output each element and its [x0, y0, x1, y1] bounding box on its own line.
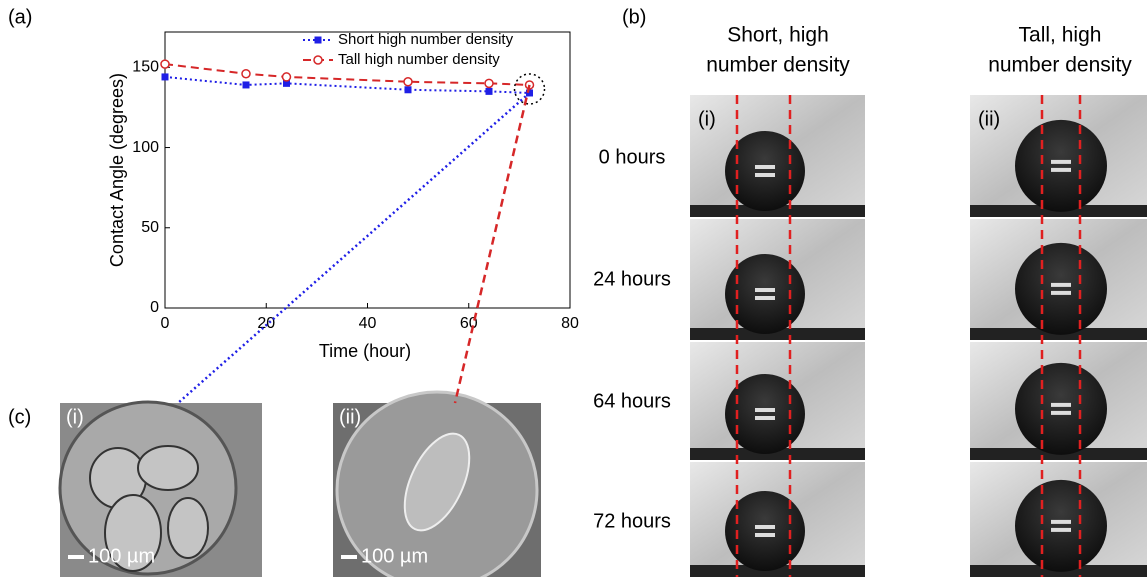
- droplet-photo: [970, 462, 1147, 577]
- reflection: [755, 416, 775, 420]
- droplet: [1015, 363, 1107, 455]
- droplet-photo: [690, 95, 865, 217]
- reflection: [755, 165, 775, 169]
- droplet-photo: [690, 342, 865, 460]
- marker: [162, 73, 169, 80]
- row-label: 0 hours: [599, 146, 666, 168]
- reflection: [1051, 291, 1071, 295]
- y-tick-label: 150: [132, 59, 159, 76]
- y-tick-label: 100: [132, 139, 159, 156]
- scale-bar: [68, 555, 84, 559]
- droplet: [1015, 120, 1107, 212]
- reflection: [1051, 403, 1071, 407]
- droplet: [1015, 243, 1107, 335]
- y-axis-label: Contact Angle (degrees): [107, 73, 127, 267]
- y-tick-label: 50: [141, 219, 159, 236]
- marker: [486, 88, 493, 95]
- droplet-photo: [690, 219, 865, 340]
- marker: [242, 70, 250, 78]
- sem-fragment: [138, 446, 198, 490]
- droplet-photo: [690, 462, 865, 577]
- marker: [404, 78, 412, 86]
- plot-area: [165, 32, 570, 308]
- column-header: Short, high: [727, 24, 829, 47]
- marker: [485, 79, 493, 87]
- sem-fragment: [168, 498, 208, 558]
- reflection: [755, 408, 775, 412]
- marker: [243, 81, 250, 88]
- reflection: [1051, 168, 1071, 172]
- reflection: [1051, 528, 1071, 532]
- legend-marker: [315, 37, 322, 44]
- panel-label: (b): [622, 6, 646, 28]
- reflection: [755, 173, 775, 177]
- panel-label: (a): [8, 6, 32, 28]
- marker: [405, 86, 412, 93]
- column-header: Tall, high: [1019, 24, 1102, 47]
- image-label: (i): [66, 406, 84, 428]
- reflection: [1051, 411, 1071, 415]
- x-tick-label: 40: [359, 315, 377, 332]
- panel-label: (c): [8, 406, 31, 428]
- image-label: (ii): [339, 406, 361, 428]
- reflection: [1051, 283, 1071, 287]
- reflection: [755, 525, 775, 529]
- scale-bar: [341, 555, 357, 559]
- reflection: [755, 288, 775, 292]
- reflection: [755, 296, 775, 300]
- reflection: [1051, 160, 1071, 164]
- legend-marker: [314, 56, 322, 64]
- marker: [283, 73, 291, 81]
- row-label: 72 hours: [593, 510, 671, 532]
- legend-label: Short high number density: [338, 31, 514, 48]
- row-label: 24 hours: [593, 268, 671, 290]
- column-header: number density: [988, 54, 1132, 77]
- y-tick-label: 0: [150, 299, 159, 316]
- x-tick-label: 80: [561, 315, 579, 332]
- scale-label: 100 µm: [88, 545, 155, 567]
- marker: [161, 60, 169, 68]
- image-label: (i): [698, 108, 716, 130]
- droplet-photo: [970, 342, 1147, 460]
- row-label: 64 hours: [593, 390, 671, 412]
- figure: (a) (b) (c) Time (hour) Contact Angle (d…: [0, 0, 1147, 577]
- column-header: number density: [706, 54, 850, 77]
- reflection: [755, 533, 775, 537]
- droplet-photo: [970, 219, 1147, 340]
- sem-image: (ii) 100 µm: [333, 392, 541, 577]
- scale-label: 100 µm: [361, 545, 428, 567]
- x-axis-label: Time (hour): [319, 341, 411, 361]
- sem-image: (i) 100 µm: [60, 402, 262, 577]
- reflection: [1051, 520, 1071, 524]
- image-label: (ii): [978, 108, 1000, 130]
- legend-label: Tall high number density: [338, 51, 500, 68]
- droplet: [1015, 480, 1107, 572]
- x-tick-label: 0: [161, 315, 170, 332]
